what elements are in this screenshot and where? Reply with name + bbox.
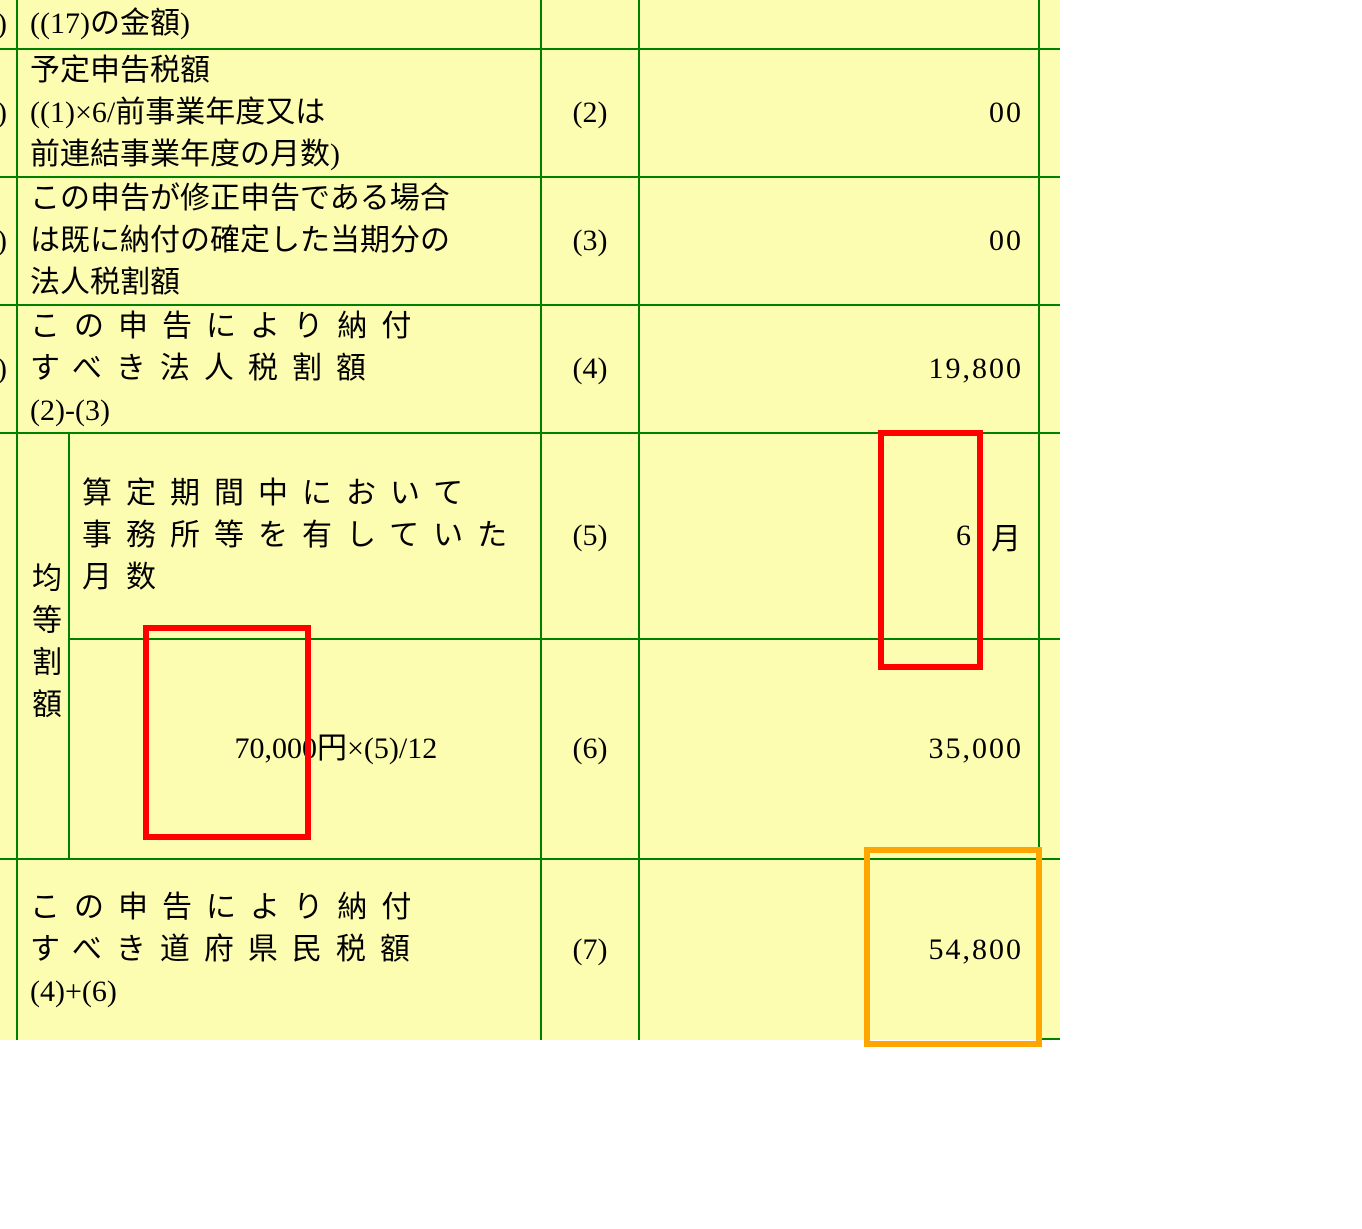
row7-num: (7) — [542, 860, 640, 1040]
row3-value: 00 — [664, 178, 1040, 306]
row7-narrow — [640, 860, 666, 1040]
row5-end — [1040, 434, 1060, 640]
row1-value — [664, 0, 1040, 50]
row2-num: (2) — [542, 50, 640, 178]
row6-value: 35,000 — [664, 640, 1040, 860]
paren-fragment: ) — [0, 96, 7, 130]
row1-desc: ((17)の金額) — [18, 0, 542, 50]
row3-desc: この申告が修正申告である場合 は既に納付の確定した当期分の 法人税割額 — [18, 178, 542, 306]
row4-value: 19,800 — [664, 306, 1040, 434]
paren-fragment: ) — [0, 224, 7, 258]
row2-narrow — [640, 50, 666, 178]
row2-end — [1040, 50, 1060, 178]
row7-value: 54,800 — [664, 860, 1040, 1040]
row6-narrow — [640, 640, 666, 860]
tax-form-table: ) ((17)の金額) ) 予定申告税額 ((1)×6/前事業年度又は 前連結事… — [0, 0, 1060, 1050]
row7-end — [1040, 860, 1060, 1040]
row1-narrow — [640, 0, 666, 50]
row1-end — [1040, 0, 1060, 50]
row3-num: (3) — [542, 178, 640, 306]
row2-desc: 予定申告税額 ((1)×6/前事業年度又は 前連結事業年度の月数) — [18, 50, 542, 178]
row5-value-text: 6 — [956, 519, 973, 553]
row5-num: (5) — [542, 434, 640, 640]
row6-desc: 70,000 円×(5)/12 — [70, 640, 542, 860]
row4-desc: この申告により納付 すべき法人税割額 (2)-(3) — [18, 306, 542, 434]
row1-num — [542, 0, 640, 50]
row7-desc: この申告により納付 すべき道府県民税額 (4)+(6) — [18, 860, 542, 1040]
row2-value: 00 — [664, 50, 1040, 178]
row6-num: (6) — [542, 640, 640, 860]
row5-desc: 算定期間中において 事務所等を有していた 月数 — [70, 434, 542, 640]
row4-num: (4) — [542, 306, 640, 434]
row4-end — [1040, 306, 1060, 434]
row6-end — [1040, 640, 1060, 860]
row5-value: 6 月 — [664, 434, 1040, 640]
row4-narrow — [640, 306, 666, 434]
paren-fragment: ) — [0, 352, 7, 386]
row6-calc-suffix: 円×(5)/12 — [317, 728, 437, 770]
month-unit: 月 — [991, 514, 1023, 558]
kintouwari-label: 均等割額 — [18, 434, 70, 860]
row6-calc-value: 70,000 — [82, 728, 317, 770]
row5-narrow — [640, 434, 666, 640]
row3-end — [1040, 178, 1060, 306]
row3-narrow — [640, 178, 666, 306]
paren-fragment: ) — [0, 7, 7, 41]
